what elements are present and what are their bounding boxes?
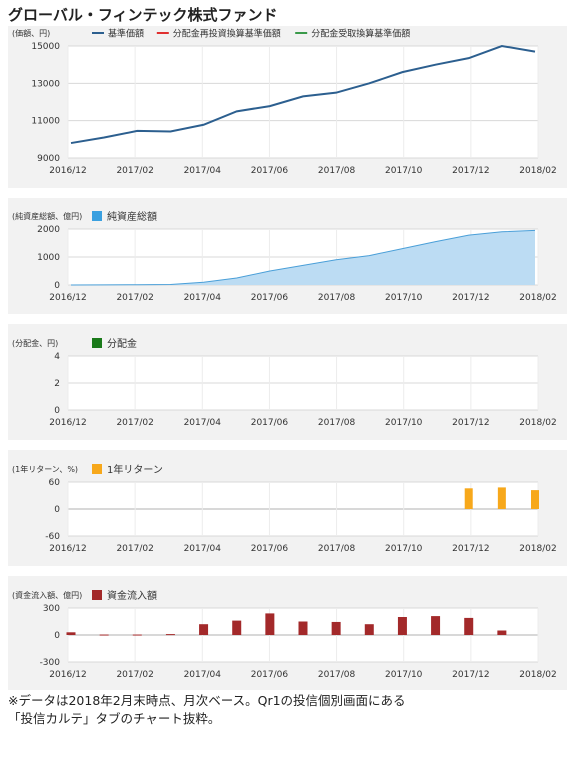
y-tick-label: 11000 <box>31 117 60 127</box>
x-tick-label: 2018/02 <box>519 544 556 554</box>
bar <box>397 617 407 635</box>
x-tick-label: 2017/06 <box>251 166 289 176</box>
bar <box>497 487 506 509</box>
y-tick-label: 9000 <box>37 154 60 164</box>
bar <box>464 488 473 509</box>
x-tick-label: 2017/02 <box>116 293 153 303</box>
x-tick-label: 2017/12 <box>452 670 489 680</box>
bar <box>464 617 474 635</box>
series-line-net-assets <box>70 229 536 286</box>
bar <box>531 490 539 509</box>
bar <box>232 620 242 635</box>
legend-swatch <box>92 590 102 600</box>
x-tick-label: 2017/04 <box>184 166 222 176</box>
x-tick-label: 2017/12 <box>452 418 489 428</box>
x-tick-label: 2016/12 <box>49 293 86 303</box>
x-tick-label: 2017/12 <box>452 166 489 176</box>
x-tick-label: 2017/08 <box>318 544 356 554</box>
chart-area: (価額、円) 基準価額 分配金再投資換算基準価額 分配金受取換算基準価額 9000 110… <box>8 26 567 690</box>
bar <box>331 621 341 635</box>
y-tick-label: 4 <box>54 352 60 362</box>
x-tick-label: 2018/02 <box>519 418 556 428</box>
y-axis-label: (1年リターン、%) <box>12 464 78 474</box>
y-tick-label: 2 <box>54 379 60 389</box>
x-tick-label: 2017/04 <box>184 544 222 554</box>
legend-label: 純資産総額 <box>107 210 157 223</box>
y-tick-label: 13000 <box>31 79 60 89</box>
y-tick-label: 0 <box>54 505 60 515</box>
y-axis-label: (価額、円) <box>12 28 50 38</box>
legend-swatch <box>92 464 102 474</box>
x-tick-label: 2017/08 <box>318 670 356 680</box>
x-tick-label: 2018/02 <box>519 166 556 176</box>
bar <box>199 624 209 635</box>
x-tick-label: 2016/12 <box>49 418 86 428</box>
x-tick-label: 2017/08 <box>318 418 356 428</box>
y-tick-label: 0 <box>54 281 60 291</box>
footnote-line-1: ※データは2018年2月末時点、月次ベース。Qr1の投信個別画面にある <box>8 693 406 708</box>
legend-label: 1年リターン <box>107 463 163 476</box>
legend-label: 資金流入額 <box>107 589 157 602</box>
bar <box>431 616 441 635</box>
y-tick-label: 300 <box>43 604 60 614</box>
x-tick-label: 2017/08 <box>318 293 356 303</box>
x-tick-label: 2017/06 <box>251 293 289 303</box>
series-line-nav <box>70 44 536 145</box>
x-tick-label: 2017/06 <box>251 418 289 428</box>
bar <box>66 632 76 635</box>
y-tick-label: 0 <box>54 631 60 641</box>
legend-swatch <box>92 338 102 348</box>
x-tick-label: 2016/12 <box>49 670 86 680</box>
x-tick-label: 2017/02 <box>116 670 153 680</box>
x-tick-label: 2017/06 <box>251 544 289 554</box>
page-title: グローバル・フィンテック株式ファンド <box>8 6 278 24</box>
y-tick-label: 60 <box>49 478 61 488</box>
y-tick-label: -60 <box>45 532 60 542</box>
y-tick-label: -300 <box>40 658 61 668</box>
series-area-net-assets <box>71 230 535 285</box>
bar <box>165 634 175 636</box>
x-tick-label: 2017/10 <box>385 293 423 303</box>
legend-label: 分配金再投資換算基準価額 <box>173 28 281 40</box>
plot-area-0 <box>68 46 538 158</box>
legend-label: 分配金受取換算基準価額 <box>311 28 410 40</box>
bar <box>132 634 142 636</box>
y-tick-label: 2000 <box>37 225 60 235</box>
x-tick-label: 2017/02 <box>116 166 153 176</box>
x-tick-label: 2016/12 <box>49 544 86 554</box>
bar <box>265 613 275 635</box>
x-tick-label: 2018/02 <box>519 293 556 303</box>
y-tick-label: 15000 <box>31 42 60 52</box>
x-tick-label: 2016/12 <box>49 166 86 176</box>
x-tick-label: 2017/10 <box>385 418 423 428</box>
legend-swatch <box>92 211 102 221</box>
legend-label: 基準価額 <box>108 28 144 40</box>
x-tick-label: 2017/10 <box>385 166 423 176</box>
x-tick-label: 2017/04 <box>184 418 222 428</box>
bar <box>298 621 308 635</box>
x-tick-label: 2017/12 <box>452 544 489 554</box>
x-tick-label: 2017/02 <box>116 418 153 428</box>
bar <box>99 634 109 636</box>
y-axis-label: (資金流入額、億円) <box>12 590 82 600</box>
x-tick-label: 2017/10 <box>385 670 423 680</box>
x-tick-label: 2017/04 <box>184 293 222 303</box>
y-axis-label: (分配金、円) <box>12 338 58 348</box>
y-tick-label: 0 <box>54 406 60 416</box>
x-tick-label: 2017/04 <box>184 670 222 680</box>
x-tick-label: 2017/12 <box>452 293 489 303</box>
x-tick-label: 2017/06 <box>251 670 289 680</box>
x-tick-label: 2018/02 <box>519 670 556 680</box>
y-tick-label: 1000 <box>37 253 60 263</box>
x-tick-label: 2017/08 <box>318 166 356 176</box>
y-axis-label: (純資産総額、億円) <box>12 211 82 221</box>
bar <box>364 624 374 635</box>
legend-label: 分配金 <box>107 337 137 350</box>
x-tick-label: 2017/02 <box>116 544 153 554</box>
bar <box>497 630 507 635</box>
x-tick-label: 2017/10 <box>385 544 423 554</box>
footnote-line-2: 「投信カルテ」タブのチャート抜粋。 <box>8 711 221 726</box>
footnote: ※データは2018年2月末時点、月次ベース。Qr1の投信個別画面にある 「投信カ… <box>8 692 568 728</box>
